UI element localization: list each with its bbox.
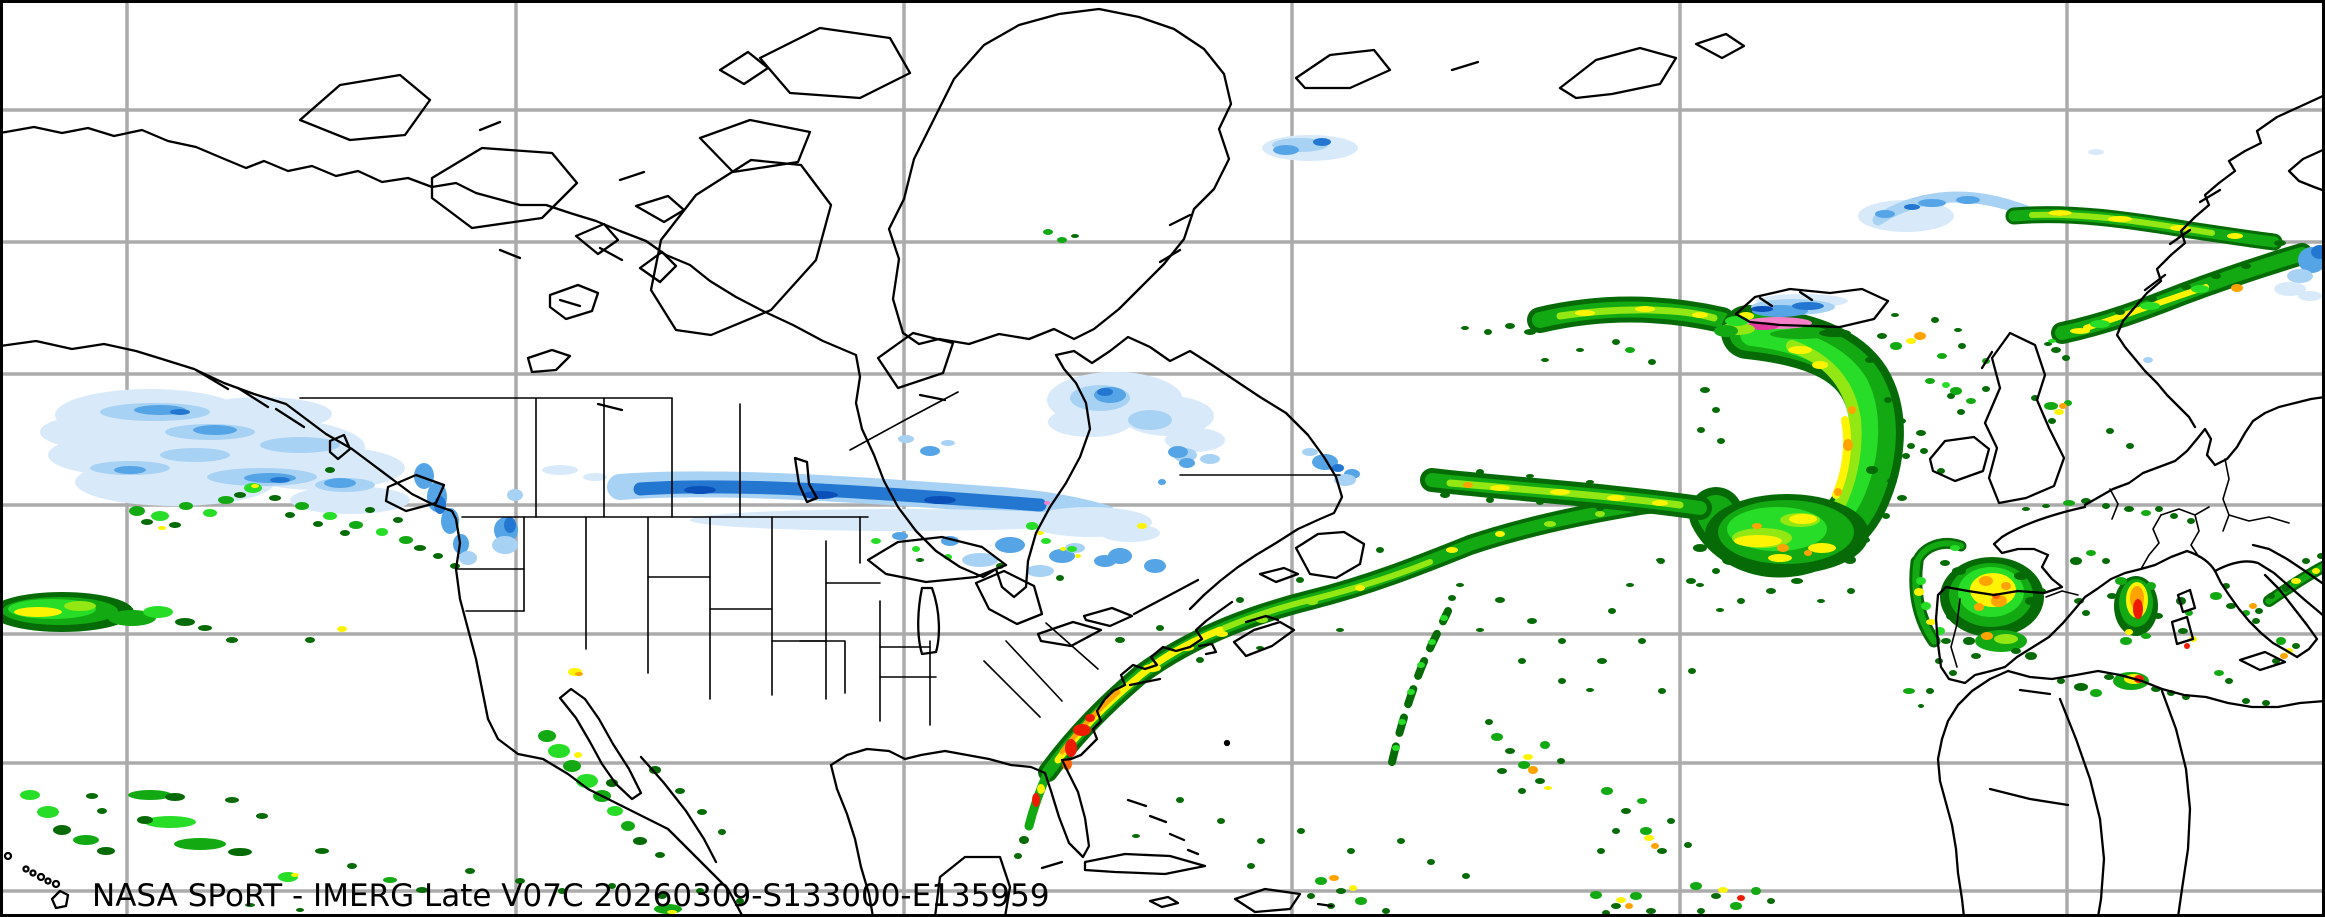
precip-secondary-front: [1388, 583, 1464, 766]
coast-arctic-islands: [298, 26, 955, 402]
coast-caribbean: [933, 739, 1334, 917]
coast-north-america: [0, 125, 1344, 917]
precip-ontario-snow-band: [607, 471, 1166, 581]
coast-uk-ireland: [1928, 331, 2066, 505]
coast-hawaii: [3, 851, 70, 910]
precip-mediterranean: [2022, 498, 2325, 664]
coast-africa: [1936, 669, 2325, 917]
coastlines: [0, 7, 2325, 917]
political-borders: [299, 391, 2290, 726]
precip-bc-coast: [129, 467, 460, 569]
precip-atlantic-scattered: [1476, 339, 1725, 694]
precip-pacific-band: [0, 592, 347, 643]
precip-quebec-snow: [898, 135, 1360, 486]
precip-uk-ireland: [1920, 382, 2134, 474]
precip-iceland-mixed: [1714, 294, 1851, 339]
precip-norway-bands: [1858, 149, 2325, 363]
precip-north-atlantic-storm: [1420, 296, 1990, 604]
coast-atlantic-canada: [1232, 530, 1366, 658]
precip-hawaii-region: [20, 790, 744, 914]
coast-europe: [1934, 93, 2325, 685]
coast-iceland: [1734, 287, 1890, 329]
precipitation-layer: [0, 135, 2325, 916]
product-label: NASA SPoRT - IMERG Late V07C 20260309-S1…: [92, 878, 1050, 914]
coast-greenland: [887, 7, 1746, 346]
precip-subtropical-clusters: [1132, 719, 1775, 916]
coast-great-lakes: [866, 535, 1200, 656]
